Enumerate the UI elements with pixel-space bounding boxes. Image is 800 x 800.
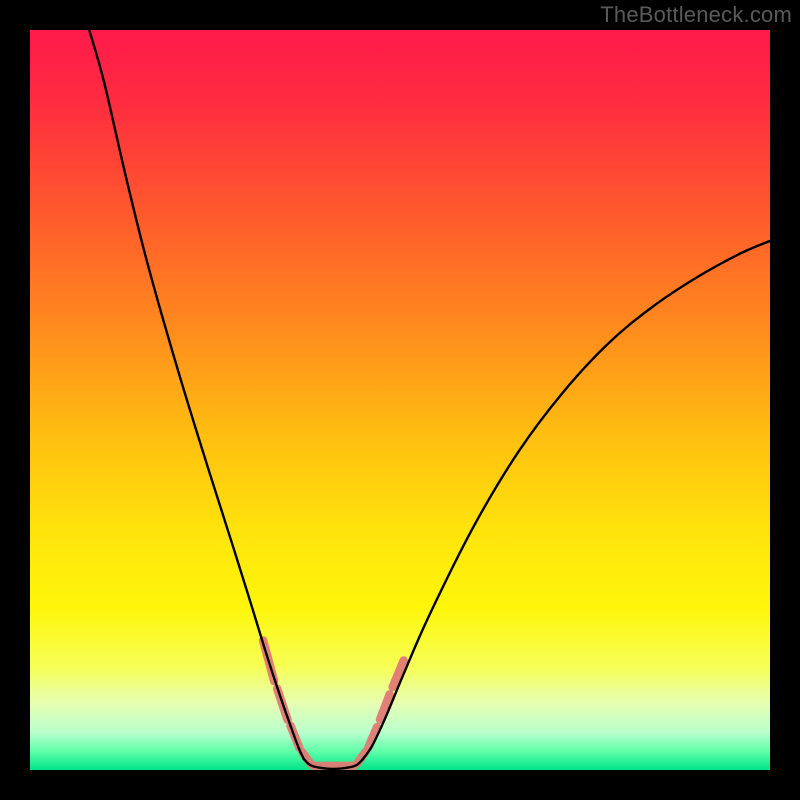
watermark-text: TheBottleneck.com (600, 2, 792, 28)
highlight-segment (380, 695, 390, 720)
highlight-segment (393, 660, 404, 687)
bottleneck-curve (89, 30, 770, 769)
bottleneck-curve-chart (0, 0, 800, 800)
